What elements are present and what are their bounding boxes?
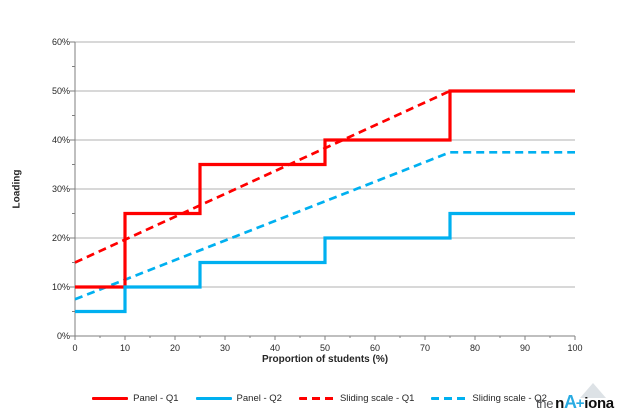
logo-letter-a: A [564,392,577,412]
logo-text: the nA+iona [536,392,614,413]
legend-item: Panel - Q2 [195,393,282,404]
x-axis-title: Proportion of students (%) [261,354,389,365]
legend-swatch-sliding-scale-q2 [431,397,468,400]
legend-item: Panel - Q1 [92,393,179,404]
x-tick-label: 40 [269,343,280,353]
legend-swatch-panel-q1 [92,397,129,400]
x-tick-label: 90 [519,343,530,353]
logo-word-the: the [536,396,554,411]
x-tick-label: 10 [119,343,130,353]
legend-label: Sliding scale - Q2 [472,393,547,404]
legend-item: Sliding scale - Q2 [431,393,547,404]
legend-label: Panel - Q1 [133,393,179,404]
y-tick-label: 30% [51,184,70,194]
y-tick-label: 20% [51,233,70,243]
series-line-sliding-scale-q2 [74,150,575,301]
y-tick-label: 0% [56,331,70,341]
x-tick-label: 50 [319,343,330,353]
series-line-panel-q1 [75,89,575,289]
x-tick-label: 80 [469,343,480,353]
legend-swatch-panel-q2 [195,397,232,400]
y-tick-label: 50% [51,86,70,96]
x-tick-label: 0 [72,343,78,353]
y-tick-label: 40% [51,135,70,145]
x-tick-label: 60 [369,343,380,353]
x-tick-label: 30 [219,343,230,353]
logo-plus-icon: + [575,395,585,412]
legend-item: Sliding scale - Q1 [298,393,415,404]
x-tick-label: 100 [567,343,583,353]
logo: the nA+iona [536,383,639,414]
series-line-panel-q2 [75,211,575,314]
chart-legend: Panel - Q1 Panel - Q2 Sliding scale - Q1 Sl… [0,393,639,404]
logo-letter-n: n [555,395,565,412]
legend-label: Panel - Q2 [236,393,282,404]
legend-swatch-sliding-scale-q1 [298,397,335,400]
x-tick-label: 70 [419,343,430,353]
y-tick-label: 60% [51,37,70,47]
legend-label: Sliding scale - Q1 [339,393,415,404]
logo-triangle-icon [580,383,606,398]
x-tick-label: 20 [169,343,180,353]
logo-word-end: iona [584,395,614,412]
y-axis-title: Loading [11,169,23,209]
y-tick-label: 10% [51,282,70,292]
